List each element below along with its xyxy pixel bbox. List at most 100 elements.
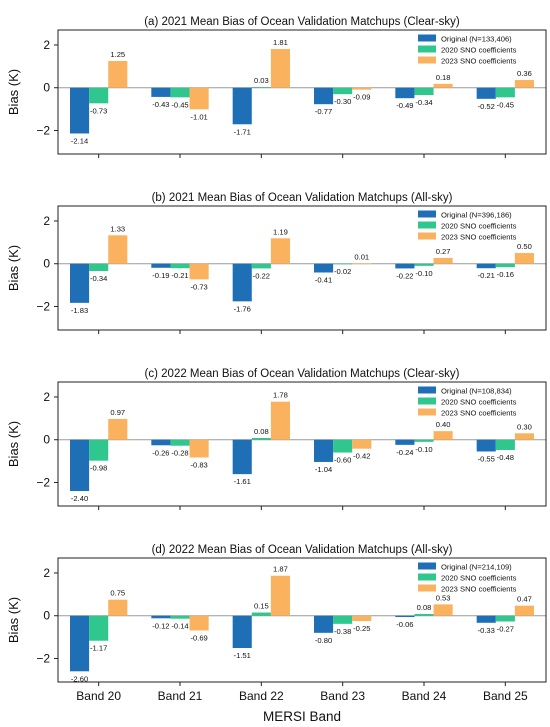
panel-a-label-original-band-23: -0.77 (315, 107, 332, 116)
panel-b-bar-sno2023-band-22 (270, 238, 291, 264)
x-tick-label-band-23: Band 23 (320, 689, 365, 703)
panel-c-label-sno2020-band-20: -0.98 (90, 464, 107, 473)
panel-b-label-sno2023-band-23: 0.01 (354, 253, 369, 262)
panel-d-bar-original-band-23 (313, 615, 334, 633)
panel-d-y-tick-label: −2 (36, 651, 50, 665)
panel-a-label-original-band-24: -0.49 (396, 101, 413, 110)
panel-d-label-sno2023-band-20: 0.75 (110, 589, 125, 598)
panel-d-label-sno2020-band-23: -0.38 (334, 627, 351, 636)
panel-c-legend-swatch-sno2023 (418, 408, 436, 416)
panel-c-bar-original-band-21 (151, 439, 171, 446)
panel-b-bar-original-band-22 (232, 263, 252, 302)
panel-b-label-sno2020-band-23: -0.02 (334, 267, 351, 276)
panel-c-bar-original-band-25 (476, 439, 496, 452)
panel-d-bar-original-band-21 (151, 615, 171, 619)
panel-b-bar-sno2020-band-21 (170, 263, 190, 269)
panel-d-bar-sno2023-band-22 (270, 575, 291, 616)
panel-b-bar-sno2020-band-23 (333, 263, 353, 265)
panel-c-y-tick-label: −2 (36, 475, 50, 489)
panel-c-bar-sno2023-band-21 (189, 439, 209, 458)
panel-d-y-tick-label: 0 (43, 609, 50, 623)
panel-c-label-sno2020-band-21: -0.28 (171, 449, 188, 458)
x-tick-label-band-22: Band 22 (239, 689, 284, 703)
panel-c-y-axis-label: Bias (K) (6, 421, 21, 467)
panel-d-label-sno2023-band-22: 1.87 (273, 565, 288, 574)
panel-a-label-original-band-22: -1.71 (234, 127, 251, 136)
panel-b-label-original-band-22: -1.76 (234, 304, 251, 313)
panel-d-label-sno2023-band-24: 0.53 (436, 593, 451, 602)
panel-c-bar-sno2020-band-20 (89, 439, 109, 461)
panel-c-label-original-band-21: -0.26 (152, 448, 169, 457)
panel-d-label-original-band-25: -0.33 (478, 626, 495, 635)
panel-d-bar-sno2023-band-21 (189, 615, 209, 631)
panel-d-bar-sno2023-band-24 (433, 604, 453, 616)
panel-d-y-axis-label: Bias (K) (6, 597, 21, 643)
panel-c-label-sno2023-band-25: 0.30 (517, 422, 532, 431)
panel-b-label-original-band-24: -0.22 (396, 271, 413, 280)
panel-a-label-sno2020-band-24: -0.34 (415, 98, 432, 107)
panel-c-legend-label-original: Original (N=108,834) (441, 387, 512, 396)
panel-a-label-sno2023-band-23: -0.09 (353, 93, 370, 102)
panel-b-label-sno2023-band-24: 0.27 (436, 247, 451, 256)
panel-a-label-sno2020-band-21: -0.45 (171, 100, 188, 109)
panel-a-label-sno2023-band-24: 0.18 (436, 73, 451, 82)
panel-b-title: (b) 2021 Mean Bias of Ocean Validation M… (152, 192, 453, 204)
panel-a-label-sno2020-band-23: -0.30 (334, 97, 351, 106)
panel-b-label-original-band-25: -0.21 (478, 271, 495, 280)
panel-c-bar-sno2020-band-25 (495, 439, 515, 450)
panel-b-label-sno2020-band-21: -0.21 (171, 271, 188, 280)
panel-a-frame (57, 29, 547, 155)
panel-c-label-sno2020-band-23: -0.60 (334, 456, 351, 465)
panel-a-label-sno2023-band-20: 1.25 (110, 50, 125, 59)
panel-c-bar-original-band-22 (232, 439, 252, 475)
panel-b-bar-sno2023-band-21 (189, 263, 209, 280)
x-tick-label-band-21: Band 21 (158, 689, 203, 703)
panel-b-legend-swatch-sno2020 (418, 221, 436, 229)
panel-d-bar-sno2020-band-23 (333, 615, 353, 624)
panel-c-bar-original-band-20 (69, 439, 90, 492)
panel-b-label-sno2020-band-24: -0.10 (415, 269, 432, 278)
panel-d-bar-sno2023-band-25 (514, 605, 535, 616)
x-tick-label-band-25: Band 25 (483, 689, 528, 703)
panel-a-bar-sno2023-band-23 (352, 87, 372, 90)
panel-d-label-original-band-21: -0.12 (152, 621, 169, 630)
panel-a-legend: Original (N=133,406) 2020 SNO coefficient… (418, 34, 517, 66)
panel-d-frame (57, 557, 547, 683)
panel-d-bar-original-band-24 (395, 615, 415, 618)
panel-a-bar-original-band-25 (476, 87, 496, 99)
panel-a-label-sno2020-band-25: -0.45 (497, 100, 514, 109)
panel-a: (a) 2021 Mean Bias of Ocean Validation M… (6, 16, 547, 158)
panel-a-y-tick-label: 0 (43, 81, 50, 95)
panel-c-frame (57, 381, 547, 507)
panel-b-label-sno2020-band-20: -0.34 (90, 274, 107, 283)
panel-b-bar-original-band-21 (151, 263, 171, 268)
panel-b-y-tick-label: 0 (43, 257, 50, 271)
panel-b-frame (57, 205, 547, 331)
panel-c-bar-sno2023-band-24 (433, 431, 453, 440)
panel-b-legend: Original (N=396,186) 2020 SNO coefficient… (418, 210, 517, 242)
panel-b-bar-sno2023-band-24 (433, 257, 453, 264)
panel-b-bar-sno2023-band-20 (108, 235, 128, 264)
panel-d-bar-sno2020-band-21 (170, 615, 190, 619)
panel-c-label-original-band-22: -1.61 (234, 477, 251, 486)
panel-c-bar-sno2023-band-23 (352, 439, 372, 449)
panel-d-bar-original-band-22 (232, 615, 252, 649)
panel-c-label-sno2020-band-22: 0.08 (254, 427, 269, 436)
panel-a-bar-original-band-23 (313, 87, 334, 105)
panel-a-bar-sno2023-band-24 (433, 83, 453, 88)
panel-a-label-sno2020-band-20: -0.73 (90, 106, 107, 115)
panel-d-bar-sno2020-band-20 (89, 615, 109, 641)
panel-a-bar-sno2020-band-21 (170, 87, 190, 98)
panel-a-legend-label-sno2023: 2023 SNO coefficients (441, 57, 517, 66)
panel-b-label-original-band-20: -1.83 (71, 306, 88, 315)
panel-c-label-original-band-23: -1.04 (315, 465, 332, 474)
panel-a-label-original-band-20: -2.14 (71, 136, 88, 145)
panel-b-y-tick-label: 2 (43, 214, 50, 228)
panel-c-label-sno2023-band-20: 0.97 (110, 408, 125, 417)
panel-c-bar-sno2020-band-24 (414, 439, 434, 442)
panel-d-bar-sno2023-band-20 (108, 599, 128, 616)
panel-a-title: (a) 2021 Mean Bias of Ocean Validation M… (144, 16, 460, 28)
panel-a-label-sno2023-band-22: 1.81 (273, 38, 288, 47)
panel-a-bar-original-band-21 (151, 87, 171, 97)
panel-a-bar-sno2020-band-22 (251, 87, 271, 88)
